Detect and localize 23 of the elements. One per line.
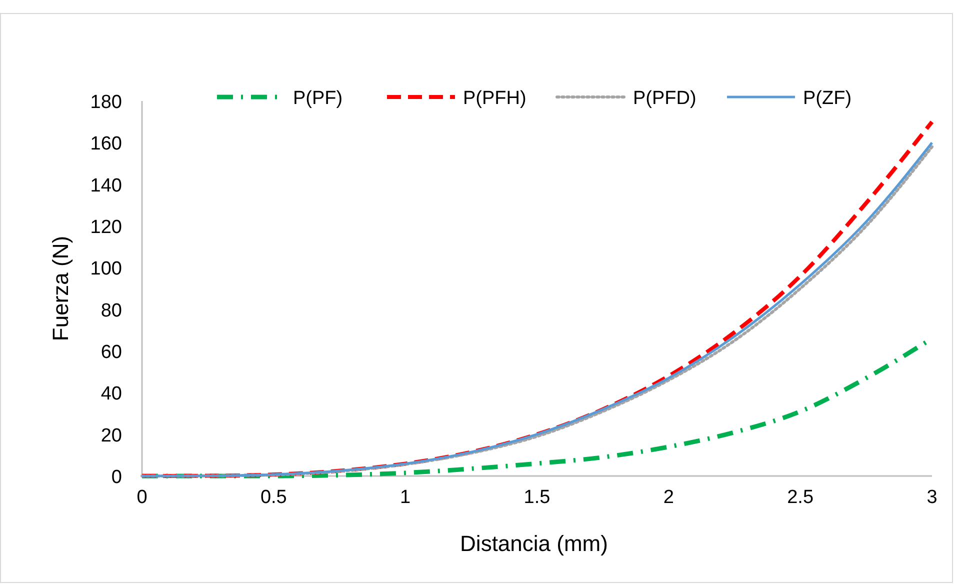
y-tick-label: 0 (111, 467, 122, 488)
y-tick-label: 60 (100, 342, 122, 363)
y-tick-label: 80 (100, 300, 122, 322)
legend-label: P(PFD) (633, 88, 696, 109)
legend-label: P(ZF) (803, 88, 852, 109)
x-tick-label: 1.5 (524, 487, 550, 508)
y-tick-label: 40 (100, 384, 122, 405)
y-tick-label: 100 (90, 258, 122, 280)
y-tick-label: 180 (90, 92, 122, 113)
legend-label: P(PF) (293, 88, 343, 109)
x-axis-title: Distancia (mm) (460, 531, 608, 556)
legend-label: P(PFH) (463, 88, 526, 109)
y-axis-title: Fuerza (N) (48, 236, 73, 342)
y-tick-label: 140 (90, 175, 122, 196)
x-tick-label: 3 (926, 487, 938, 508)
x-tick-label: 1 (400, 487, 411, 508)
y-tick-label: 160 (90, 134, 122, 155)
y-tick-label: 120 (90, 217, 122, 238)
y-tick-label: 20 (100, 425, 122, 446)
x-tick-label: 2 (663, 487, 674, 508)
x-tick-label: 0.5 (260, 487, 287, 508)
x-tick-label: 0 (136, 487, 148, 508)
x-tick-label: 2.5 (787, 487, 814, 508)
